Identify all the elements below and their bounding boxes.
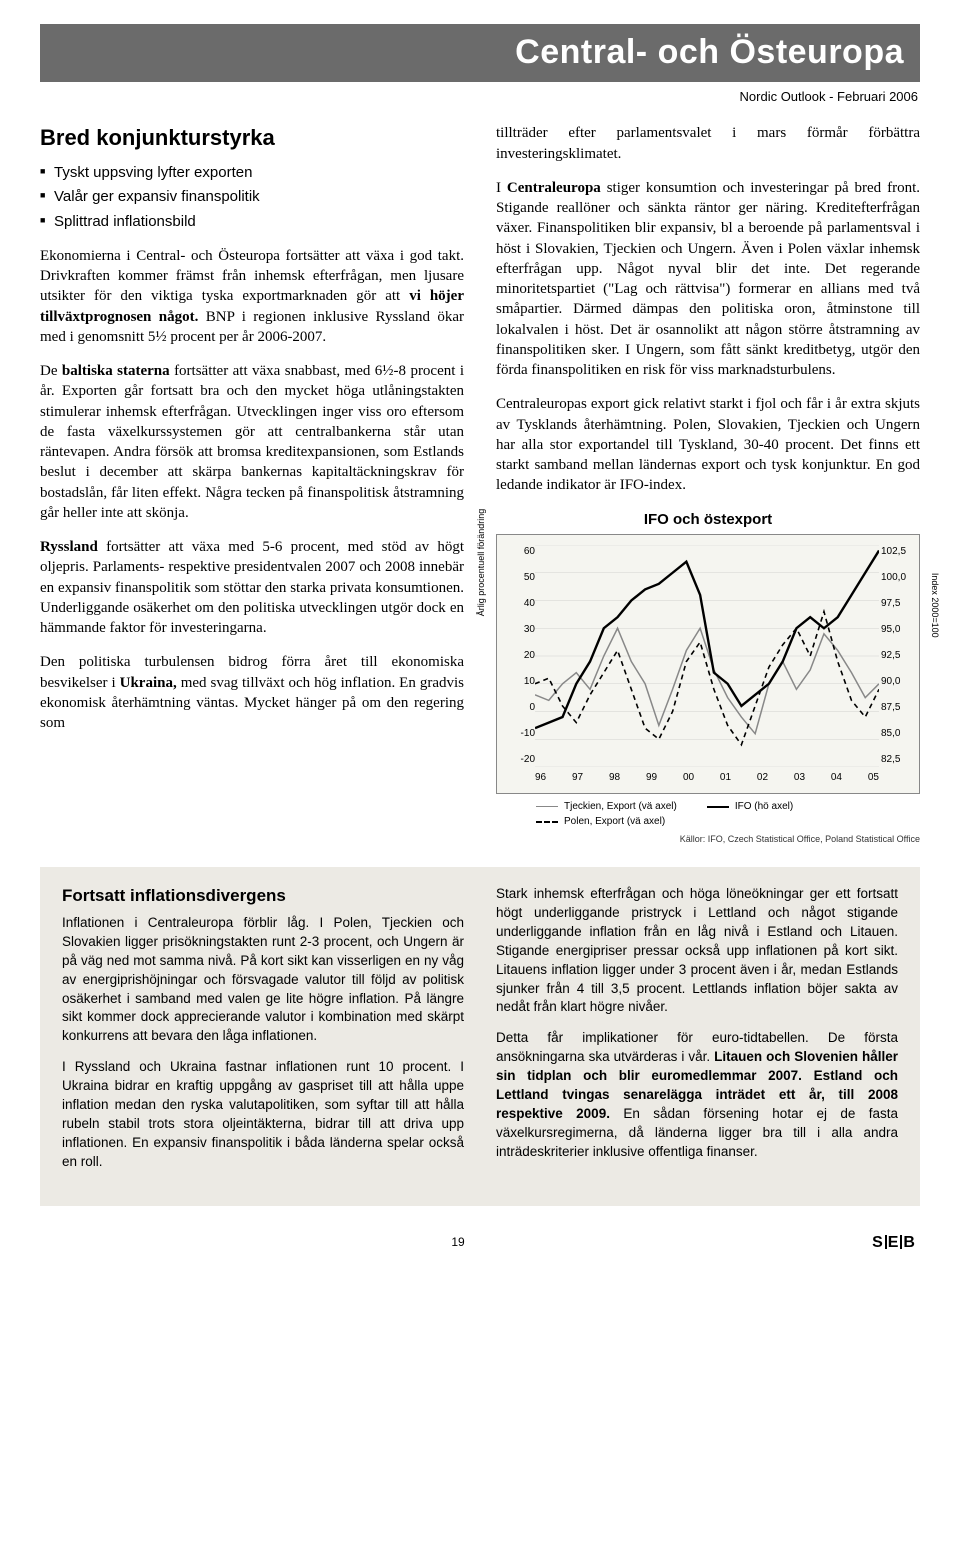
section-heading: Bred konjunkturstyrka bbox=[40, 123, 464, 153]
seb-logo: SEB bbox=[872, 1232, 916, 1254]
page-title: Central- och Östeuropa bbox=[40, 24, 920, 82]
body-paragraph: Ekonomierna i Central- och Östeuropa for… bbox=[40, 246, 464, 347]
chart-legend: Tjeckien, Export (vä axel) Polen, Export… bbox=[496, 800, 920, 829]
body-paragraph: De baltiska staterna fortsätter att växa… bbox=[40, 361, 464, 523]
chart-box: Årlig procentuell förändring Index 2000=… bbox=[496, 534, 920, 794]
y-left-label: Årlig procentuell förändring bbox=[475, 509, 487, 617]
bullet-item: Splittrad inflationsbild bbox=[40, 212, 464, 232]
y-left-ticks: 6050403020100-10-20 bbox=[499, 545, 535, 767]
body-paragraph: I Centraleuropa stiger konsumtion och in… bbox=[496, 178, 920, 381]
page-number: 19 bbox=[451, 1234, 464, 1250]
bullet-list: Tyskt uppsving lyfter exporten Valår ger… bbox=[40, 163, 464, 232]
legend-czech: Tjeckien, Export (vä axel) bbox=[564, 800, 677, 814]
box-paragraph: I Ryssland och Ukraina fastnar inflation… bbox=[62, 1058, 464, 1171]
body-paragraph: Den politiska turbulensen bidrog förra å… bbox=[40, 652, 464, 733]
chart-plot bbox=[535, 545, 879, 767]
bullet-item: Tyskt uppsving lyfter exporten bbox=[40, 163, 464, 183]
ifo-chart: IFO och östexport Årlig procentuell förä… bbox=[496, 510, 920, 845]
chart-source: Källor: IFO, Czech Statistical Office, P… bbox=[496, 833, 920, 845]
page-subtitle: Nordic Outlook - Februari 2006 bbox=[40, 88, 918, 106]
box-paragraph: Stark inhemsk efterfrågan och höga löneö… bbox=[496, 885, 898, 1017]
box-paragraph: Inflationen i Centraleuropa förblir låg.… bbox=[62, 914, 464, 1046]
y-right-ticks: 102,5100,097,595,092,590,087,585,082,5 bbox=[881, 545, 917, 767]
box-heading: Fortsatt inflationsdivergens bbox=[62, 885, 464, 908]
chart-title: IFO och östexport bbox=[496, 510, 920, 530]
inflation-box: Fortsatt inflationsdivergens Inflationen… bbox=[40, 867, 920, 1206]
legend-poland: Polen, Export (vä axel) bbox=[564, 815, 665, 829]
body-paragraph: Ryssland fortsätter att växa med 5-6 pro… bbox=[40, 537, 464, 638]
bullet-item: Valår ger expansiv finanspolitik bbox=[40, 187, 464, 207]
y-right-label: Index 2000=100 bbox=[929, 573, 941, 638]
box-paragraph: Detta får implikationer för euro-tidtabe… bbox=[496, 1029, 898, 1161]
x-axis-ticks: 96979899000102030405 bbox=[535, 771, 879, 785]
body-paragraph: tillträder efter parlamentsvalet i mars … bbox=[496, 123, 920, 164]
legend-ifo: IFO (hö axel) bbox=[735, 800, 793, 814]
body-paragraph: Centraleuropas export gick relativt star… bbox=[496, 394, 920, 495]
